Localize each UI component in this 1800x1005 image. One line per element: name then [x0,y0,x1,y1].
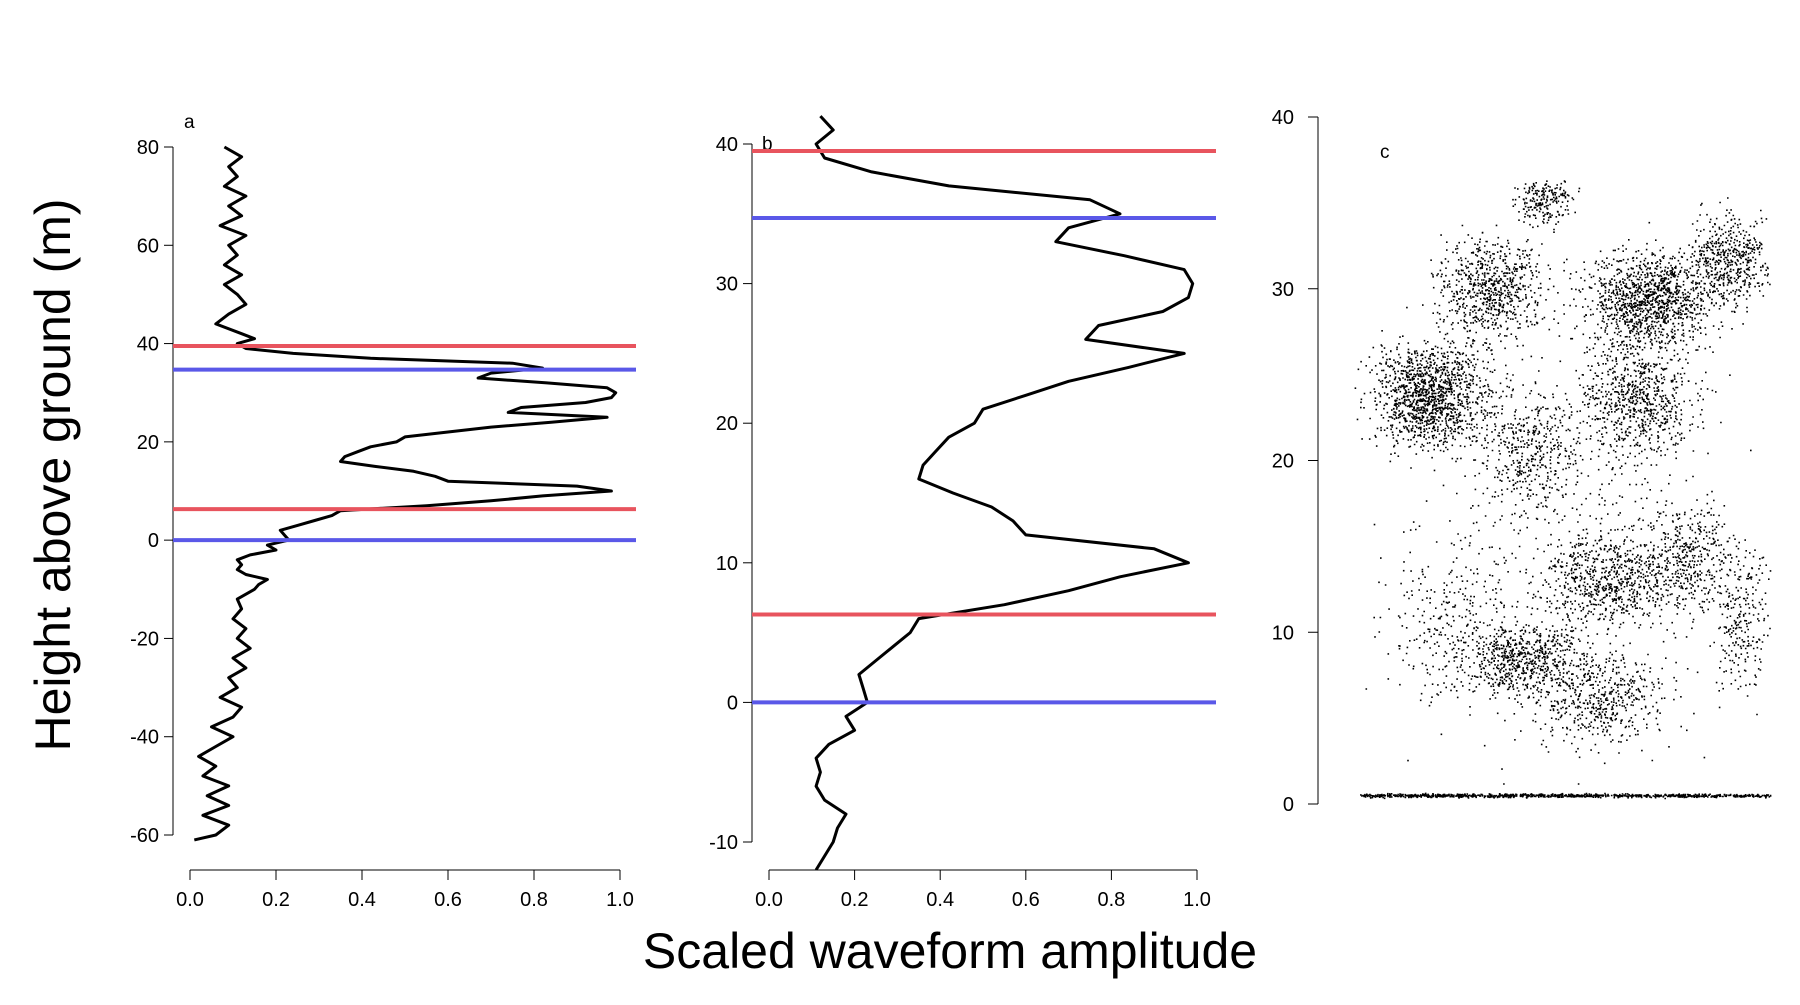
panel-b: -10 0 10 20 30 40 0.0 0.2 0.4 0.6 0.8 1.0 b [709,115,1216,911]
y-tick-label: 20 [716,413,738,435]
x-tick-label: 1.0 [606,889,634,911]
x-tick-label: 0.2 [262,889,290,911]
x-tick-label: 0.6 [434,889,462,911]
panel-a: -60 -40 -20 0 20 40 60 80 0.0 0.2 0.4 0.6 0.8 1.0 a [130,112,636,911]
y-tick-label: 10 [1272,622,1294,644]
waveform-line [814,115,1195,871]
y-tick-label: -60 [130,825,159,847]
y-tick-label: 30 [1272,279,1294,301]
y-tick-label: 10 [716,553,738,575]
y-tick-label: -40 [130,727,159,749]
y-tick-label: -20 [130,628,159,650]
y-tick-label: 0 [148,530,159,552]
y-tick-label: 40 [1272,107,1294,129]
x-tick-label: 0.0 [755,889,783,911]
x-tick-label: 0.6 [1012,889,1040,911]
y-tick-label: 60 [137,235,159,257]
x-tick-label: 0.0 [176,889,204,911]
x-tick-label: 0.4 [348,889,376,911]
panel-letter: b [762,134,773,155]
waveform-line [193,145,618,842]
x-tick-label: 0.4 [926,889,954,911]
panel-letter: a [184,112,195,133]
panel-c: 0 10 20 30 40 c [1272,107,1772,816]
point-cloud [1354,180,1772,800]
panel-letter: c [1380,142,1390,163]
x-axis-label: Scaled waveform amplitude [643,923,1257,979]
y-tick-label: 40 [137,334,159,356]
x-tick-label: 0.8 [520,889,548,911]
y-tick-label: 30 [716,274,738,296]
y-tick-label: 0 [727,692,738,714]
x-tick-label: 0.2 [841,889,869,911]
x-tick-label: 0.8 [1097,889,1125,911]
y-tick-label: 20 [1272,451,1294,473]
y-tick-label: 40 [716,134,738,156]
y-tick-label: 20 [137,432,159,454]
y-tick-label: 80 [137,137,159,159]
y-tick-label: 0 [1283,794,1294,816]
x-tick-label: 1.0 [1183,889,1211,911]
y-tick-label: -10 [709,832,738,854]
y-axis-label: Height above ground (m) [25,198,81,751]
